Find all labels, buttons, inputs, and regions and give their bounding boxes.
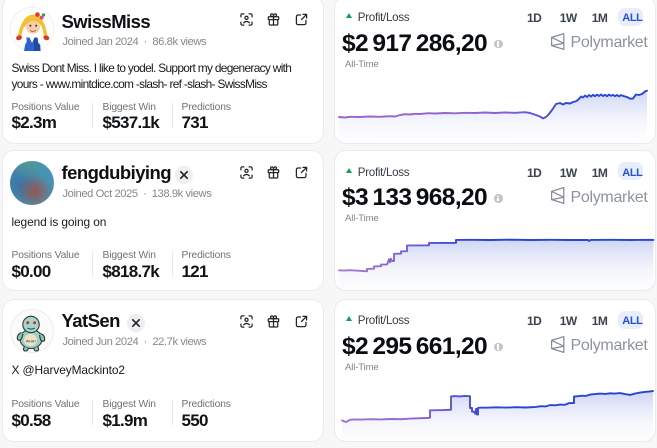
svg-text:WHA?: WHA? (26, 340, 36, 344)
